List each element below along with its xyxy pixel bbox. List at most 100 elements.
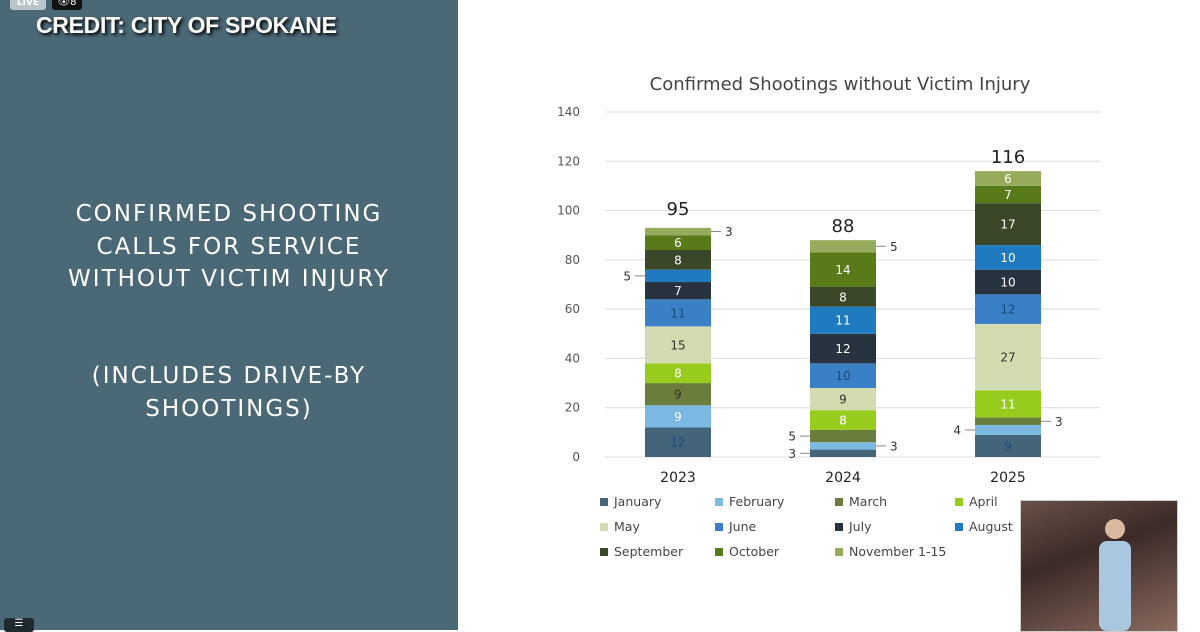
y-tick-label: 60 bbox=[565, 302, 580, 316]
bar-value-label: 15 bbox=[670, 338, 685, 352]
bar-segment-2025-july bbox=[975, 269, 1041, 295]
bar-segment-2024-january bbox=[810, 449, 876, 457]
legend-item-november-1-15: November 1-15 bbox=[849, 544, 946, 559]
credit-caption: CREDIT: CITY OF SPOKANE bbox=[36, 12, 337, 38]
bar-value-label: 11 bbox=[835, 314, 850, 328]
legend-swatch bbox=[835, 523, 843, 531]
legend-swatch bbox=[955, 523, 963, 531]
bar-value-label: 12 bbox=[670, 436, 685, 450]
speaker-figure bbox=[1099, 519, 1131, 631]
legend-swatch bbox=[715, 498, 723, 506]
legend-item-march: March bbox=[849, 494, 887, 509]
bar-segment-2024-july bbox=[810, 333, 876, 364]
bar-value-label: 9 bbox=[839, 393, 847, 407]
bar-value-label: 6 bbox=[1004, 172, 1012, 186]
chart-title: Confirmed Shootings without Victim Injur… bbox=[650, 74, 1031, 95]
bar-segment-2024-november-1-15 bbox=[810, 240, 876, 253]
bar-segment-2024-october bbox=[810, 252, 876, 287]
y-tick-label: 40 bbox=[565, 351, 580, 365]
bar-value-label: 7 bbox=[674, 284, 682, 298]
legend-swatch bbox=[600, 498, 608, 506]
bar-value-label: 10 bbox=[835, 369, 850, 383]
legend-swatch bbox=[955, 498, 963, 506]
bar-segment-2023-july bbox=[645, 282, 711, 300]
bar-segment-2024-august bbox=[810, 306, 876, 334]
bar-value-label: 8 bbox=[674, 253, 682, 267]
bar-segment-2025-april bbox=[975, 390, 1041, 418]
bar-segment-2023-june bbox=[645, 299, 711, 327]
speaker-video-inset bbox=[1020, 500, 1178, 632]
legend-item-october: October bbox=[729, 544, 780, 559]
bar-value-label: 6 bbox=[674, 236, 682, 250]
bar-segment-2023-may bbox=[645, 326, 711, 364]
bar-segment-2025-june bbox=[975, 294, 1041, 324]
legend-swatch bbox=[715, 548, 723, 556]
y-tick-label: 140 bbox=[557, 105, 580, 119]
y-tick-label: 120 bbox=[557, 154, 580, 168]
bar-segment-2023-november-1-15 bbox=[645, 227, 711, 236]
bar-value-label: 14 bbox=[835, 263, 850, 277]
bar-value-label: 5 bbox=[623, 269, 631, 283]
bar-value-label: 5 bbox=[890, 240, 898, 254]
bar-segment-2025-february bbox=[975, 424, 1041, 435]
bar-value-label: 27 bbox=[1000, 351, 1015, 365]
menu-button[interactable]: ☰ bbox=[4, 618, 34, 632]
legend-item-july: July bbox=[848, 519, 872, 534]
y-tick-label: 100 bbox=[557, 204, 580, 218]
bar-value-label: 9 bbox=[674, 388, 682, 402]
bar-total-label: 116 bbox=[991, 147, 1025, 168]
bar-value-label: 17 bbox=[1000, 218, 1015, 232]
bar-segment-2025-march bbox=[975, 417, 1041, 425]
bar-segment-2025-august bbox=[975, 245, 1041, 270]
bar-value-label: 5 bbox=[788, 430, 796, 444]
slide-title: CONFIRMED SHOOTING CALLS FOR SERVICE WIT… bbox=[68, 201, 390, 292]
bar-value-label: 11 bbox=[1000, 398, 1015, 412]
bar-segment-2025-october bbox=[975, 185, 1041, 204]
bar-value-label: 12 bbox=[1000, 303, 1015, 317]
bar-value-label: 11 bbox=[670, 306, 685, 320]
bar-value-label: 3 bbox=[788, 447, 796, 461]
x-tick-label: 2023 bbox=[660, 470, 696, 486]
bar-segment-2023-february bbox=[645, 405, 711, 428]
bar-segment-2023-october bbox=[645, 235, 711, 250]
viewer-count: 👁8 bbox=[52, 0, 82, 10]
eye-icon: 👁 bbox=[57, 0, 71, 8]
bar-value-label: 3 bbox=[725, 225, 733, 239]
legend-item-may: May bbox=[614, 519, 640, 534]
bar-segment-2024-june bbox=[810, 363, 876, 388]
bar-segment-2024-september bbox=[810, 286, 876, 307]
bar-segment-2025-january bbox=[975, 434, 1041, 457]
bar-value-label: 3 bbox=[890, 439, 898, 453]
slide-subtitle: (INCLUDES DRIVE-BY SHOOTINGS) bbox=[91, 363, 367, 422]
bar-value-label: 9 bbox=[674, 410, 682, 424]
legend-swatch bbox=[715, 523, 723, 531]
live-badge: LIVE bbox=[10, 0, 46, 10]
x-tick-label: 2024 bbox=[825, 470, 861, 486]
x-tick-label: 2025 bbox=[990, 470, 1026, 486]
bar-value-label: 10 bbox=[1000, 276, 1015, 290]
bar-value-label: 10 bbox=[1000, 251, 1015, 265]
legend-item-april: April bbox=[969, 494, 998, 509]
y-tick-label: 0 bbox=[572, 450, 580, 464]
bar-total-label: 88 bbox=[832, 216, 855, 237]
bar-value-label: 4 bbox=[953, 423, 961, 437]
stacked-bar-chart: Confirmed Shootings without Victim Injur… bbox=[557, 74, 1100, 559]
legend-item-february: February bbox=[729, 494, 785, 509]
bar-value-label: 8 bbox=[674, 367, 682, 381]
legend-swatch bbox=[600, 523, 608, 531]
bar-value-label: 3 bbox=[1055, 415, 1063, 429]
bar-segment-2024-february bbox=[810, 442, 876, 450]
legend-item-january: January bbox=[613, 494, 662, 509]
viewer-count-value: 8 bbox=[70, 0, 77, 8]
bar-segment-2025-may bbox=[975, 323, 1041, 391]
bar-value-label: 8 bbox=[839, 290, 847, 304]
bar-segment-2024-april bbox=[810, 410, 876, 430]
bar-segment-2025-november-1-15 bbox=[975, 171, 1041, 186]
bar-segment-2023-september bbox=[645, 250, 711, 270]
y-tick-label: 80 bbox=[565, 253, 580, 267]
bar-segment-2024-may bbox=[810, 388, 876, 411]
bar-value-label: 9 bbox=[1004, 439, 1012, 453]
legend-swatch bbox=[835, 498, 843, 506]
bar-segment-2024-march bbox=[810, 429, 876, 443]
legend-item-june: June bbox=[728, 519, 757, 534]
